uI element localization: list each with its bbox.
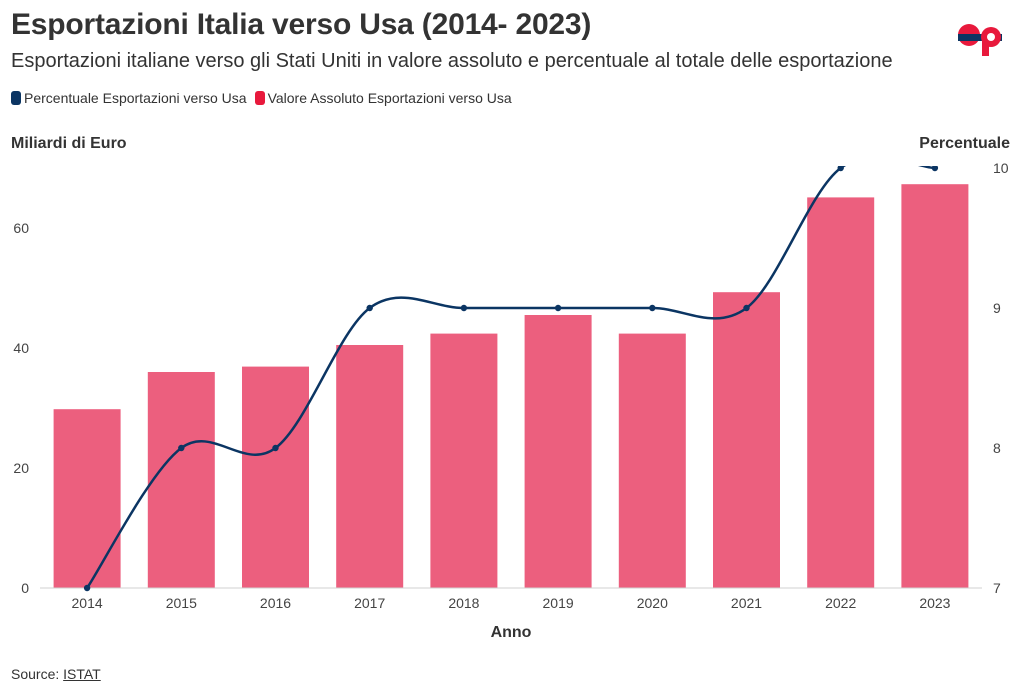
bar xyxy=(430,333,498,588)
line-point xyxy=(743,304,750,312)
y-axis-left-title: Miliardi di Euro xyxy=(11,135,127,152)
x-tick-label: 2018 xyxy=(448,595,479,611)
op-logo: OP xyxy=(958,24,1002,56)
line-point xyxy=(366,304,373,312)
line-point xyxy=(931,166,939,172)
bar xyxy=(524,315,592,588)
x-tick-label: 2023 xyxy=(919,595,950,611)
y-right-tick-label: 7 xyxy=(993,580,1001,596)
x-tick-label: 2014 xyxy=(72,595,103,611)
legend: Percentuale Esportazioni verso Usa Valor… xyxy=(11,90,512,106)
y-left-tick-label: 20 xyxy=(13,460,29,476)
series-line xyxy=(86,166,935,589)
bar xyxy=(336,345,404,588)
x-tick-label: 2022 xyxy=(825,595,856,611)
bar xyxy=(807,197,875,588)
x-tick-label: 2016 xyxy=(260,595,291,611)
source-note: Source: ISTAT xyxy=(11,666,101,682)
x-tick-label: 2017 xyxy=(354,595,385,611)
legend-swatch-percentuale xyxy=(11,91,21,105)
line-point xyxy=(460,304,468,312)
y-left-tick-label: 60 xyxy=(13,220,29,236)
y-right-tick-label: 9 xyxy=(993,300,1001,316)
y-left-tick-label: 40 xyxy=(13,340,29,356)
y-right-tick-label: 8 xyxy=(993,440,1001,456)
line-point xyxy=(649,304,656,312)
y-left-tick-label: 0 xyxy=(21,580,29,596)
legend-item-percentuale[interactable]: Percentuale Esportazioni verso Usa xyxy=(11,90,247,106)
line-point xyxy=(178,444,185,452)
x-tick-label: 2019 xyxy=(543,595,574,611)
line-point xyxy=(837,166,844,172)
line-point xyxy=(554,304,562,312)
x-tick-label: 2015 xyxy=(166,595,197,611)
bar xyxy=(53,409,121,588)
legend-item-valore[interactable]: Valore Assoluto Esportazioni verso Usa xyxy=(254,90,512,106)
line-point xyxy=(83,584,91,592)
line-point xyxy=(272,444,279,452)
y-axis-right-title: Percentuale xyxy=(919,135,1010,152)
bar xyxy=(147,372,215,588)
x-tick-label: 2020 xyxy=(637,595,668,611)
y-right-tick-label: 10 xyxy=(993,160,1009,176)
source-prefix: Source: xyxy=(11,666,64,682)
legend-label-percentuale: Percentuale Esportazioni verso Usa xyxy=(24,90,247,106)
bar xyxy=(713,292,780,588)
chart-title: Esportazioni Italia verso Usa (2014- 202… xyxy=(11,8,592,41)
legend-swatch-valore xyxy=(254,91,265,105)
x-axis-title: Anno xyxy=(491,624,532,641)
bar xyxy=(242,366,309,588)
legend-label-valore: Valore Assoluto Esportazioni verso Usa xyxy=(267,90,512,106)
source-link[interactable]: ISTAT xyxy=(63,666,101,682)
bar xyxy=(618,333,686,588)
bar xyxy=(901,184,969,588)
chart-subtitle: Esportazioni italiane verso gli Stati Un… xyxy=(11,50,893,72)
x-tick-label: 2021 xyxy=(731,595,762,611)
